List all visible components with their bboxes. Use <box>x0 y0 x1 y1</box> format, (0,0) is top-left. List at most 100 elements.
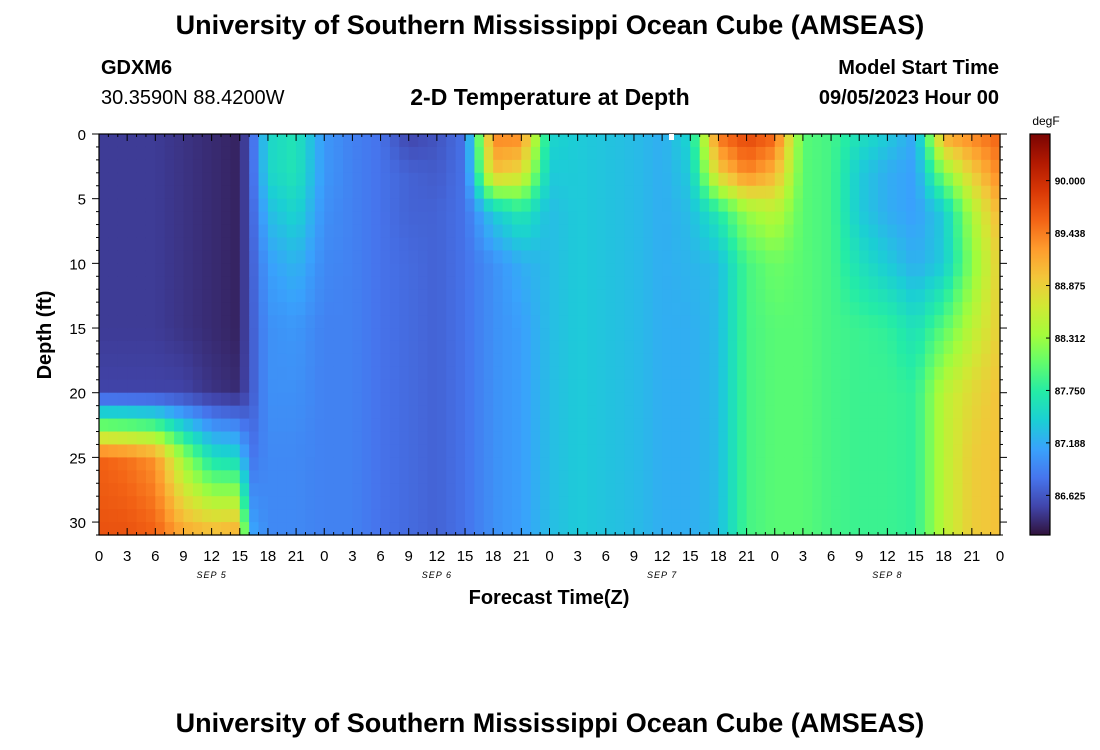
heatmap-cell <box>267 185 278 200</box>
heatmap-cell <box>136 185 147 200</box>
heatmap-cell <box>709 340 720 355</box>
heatmap-cell <box>305 366 316 381</box>
heatmap-cell <box>887 353 898 368</box>
heatmap-cell <box>389 431 400 446</box>
heatmap-cell <box>671 159 682 174</box>
heatmap-cell <box>99 289 109 303</box>
heatmap-cell <box>511 483 522 497</box>
heatmap-cell <box>418 457 429 471</box>
heatmap-cell <box>971 509 982 523</box>
heatmap-cell <box>258 509 269 523</box>
heatmap-cell <box>455 431 466 446</box>
heatmap-cell <box>549 134 560 148</box>
heatmap-cell <box>662 509 673 523</box>
heatmap-cell <box>530 405 541 420</box>
heatmap-cell <box>267 237 278 252</box>
heatmap-cell <box>202 405 213 420</box>
heatmap-cell <box>249 470 260 484</box>
heatmap-cell <box>408 444 419 458</box>
heatmap-cell <box>746 353 757 368</box>
heatmap-cell <box>474 250 485 264</box>
heatmap-cell <box>549 444 560 458</box>
heatmap-cell <box>296 146 307 161</box>
heatmap-cell <box>821 185 832 200</box>
heatmap-cell <box>568 509 579 523</box>
heatmap-cell <box>587 198 598 213</box>
heatmap-cell <box>192 509 203 523</box>
heatmap-cell <box>361 276 372 290</box>
heatmap-cell <box>699 522 710 536</box>
heatmap-cell <box>296 366 307 381</box>
heatmap-cell <box>258 237 269 252</box>
heatmap-cell <box>436 263 447 277</box>
heatmap-cell <box>962 353 973 368</box>
heatmap-cell <box>990 328 1001 342</box>
heatmap-cell <box>483 353 494 368</box>
heatmap-cell <box>343 496 354 510</box>
heatmap-cell <box>183 379 194 394</box>
heatmap-cell <box>230 328 241 342</box>
heatmap-cell <box>352 379 363 394</box>
heatmap-cell <box>896 457 907 471</box>
heatmap-cell <box>718 172 729 187</box>
heatmap-cell <box>746 250 757 264</box>
heatmap-cell <box>680 146 691 161</box>
heatmap-cell <box>896 418 907 433</box>
heatmap-cell <box>943 211 954 226</box>
heatmap-cell <box>924 237 935 252</box>
heatmap-cell <box>99 276 109 290</box>
heatmap-cell <box>906 496 917 510</box>
heatmap-cell <box>174 263 185 277</box>
heatmap-cell <box>953 289 964 303</box>
heatmap-cell <box>399 159 410 174</box>
heatmap-cell <box>371 457 382 471</box>
heatmap-cell <box>577 315 588 329</box>
heatmap-cell <box>155 444 166 458</box>
heatmap-cell <box>389 496 400 510</box>
heatmap-cell <box>380 211 391 226</box>
heatmap-cell <box>155 431 166 446</box>
heatmap-cell <box>249 405 260 420</box>
heatmap-cell <box>990 185 1001 200</box>
heatmap-cell <box>145 483 156 497</box>
heatmap-cell <box>549 328 560 342</box>
heatmap-cell <box>427 172 438 187</box>
heatmap-cell <box>174 276 185 290</box>
heatmap-cell <box>558 340 569 355</box>
heatmap-cell <box>652 418 663 433</box>
heatmap-cell <box>164 237 175 252</box>
heatmap-cell <box>596 366 607 381</box>
heatmap-cell <box>408 418 419 433</box>
heatmap-cell <box>502 315 513 329</box>
heatmap-cell <box>784 224 795 239</box>
heatmap-cell <box>174 302 185 316</box>
heatmap-cell <box>671 198 682 213</box>
heatmap-cell <box>418 289 429 303</box>
heatmap-cell <box>324 237 335 252</box>
heatmap-cell <box>343 185 354 200</box>
heatmap-cell <box>305 353 316 368</box>
heatmap-cell <box>389 250 400 264</box>
heatmap-cell <box>361 431 372 446</box>
heatmap-cell <box>277 172 288 187</box>
heatmap-cell <box>296 224 307 239</box>
heatmap-cell <box>699 470 710 484</box>
heatmap-cell <box>568 340 579 355</box>
heatmap-cell <box>812 224 823 239</box>
heatmap-cell <box>652 522 663 536</box>
heatmap-cell <box>859 366 870 381</box>
heatmap-cell <box>493 263 504 277</box>
heatmap-cell <box>399 418 410 433</box>
heatmap-cell <box>840 263 851 277</box>
heatmap-cell <box>418 470 429 484</box>
heatmap-cell <box>990 392 1001 407</box>
heatmap-cell <box>934 405 945 420</box>
heatmap-cell <box>793 276 804 290</box>
heatmap-cell <box>399 470 410 484</box>
heatmap-cell <box>981 353 992 368</box>
heatmap-cell <box>286 366 297 381</box>
heatmap-cell <box>934 366 945 381</box>
heatmap-cell <box>906 263 917 277</box>
heatmap-cell <box>99 509 109 523</box>
heatmap-cell <box>324 483 335 497</box>
